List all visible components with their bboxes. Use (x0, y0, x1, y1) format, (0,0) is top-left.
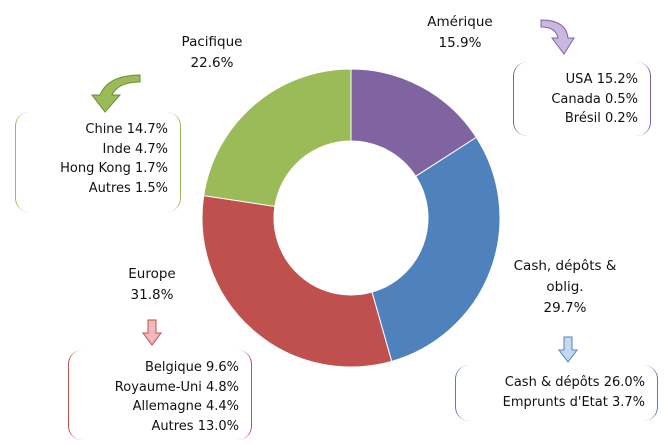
breakdown-row: Brésil 0.2% (514, 109, 638, 129)
breakdown-name: Emprunts d'Etat (502, 394, 608, 410)
breakdown-row: USA 15.2% (514, 70, 638, 90)
breakdown-value: 0.5% (604, 91, 638, 107)
breakdown-name: Autres (151, 418, 194, 434)
breakdown-value: 4.4% (205, 399, 239, 414)
breakdown-name: Hong Kong (60, 161, 131, 176)
breakdown-name: Brésil (564, 111, 601, 126)
donut-segment (203, 68, 352, 208)
segment-value: 15.9% (438, 35, 482, 51)
breakdown-box: Chine 14.7% Inde 4.7% Hong Kong 1.7% Autres… (15, 112, 181, 212)
breakdown-name: Belgique (144, 360, 202, 375)
breakdown-value: 1.5% (134, 180, 168, 196)
arrow (90, 74, 141, 113)
breakdown-value: 14.7% (126, 122, 168, 137)
segment-name: Amérique (427, 14, 493, 30)
segment-label: Europe 31.8% (97, 264, 207, 306)
breakdown-row: Hong Kong 1.7% (16, 159, 168, 179)
breakdown-row: Chine 14.7% (16, 120, 168, 140)
donut-segment (201, 195, 393, 368)
segment-name: Cash, dépôts & oblig. (513, 258, 617, 295)
breakdown-name: Inde (102, 141, 131, 157)
arrow (558, 336, 578, 363)
breakdown-name: Allemagne (132, 399, 202, 414)
breakdown-row: Emprunts d'Etat 3.7% (456, 393, 645, 413)
segment-label: Pacifique 22.6% (157, 32, 267, 74)
breakdown-row: Allemagne 4.4% (69, 397, 239, 417)
breakdown-name: Canada (551, 91, 601, 107)
breakdown-value: 1.7% (134, 161, 168, 176)
breakdown-value: 4.8% (205, 379, 239, 395)
breakdown-value: 13.0% (197, 418, 239, 434)
breakdown-value: 26.0% (603, 375, 645, 390)
breakdown-row: Royaume-Uni 4.8% (69, 378, 239, 398)
breakdown-name: Chine (85, 122, 123, 137)
breakdown-value: 9.6% (205, 360, 239, 375)
arrow (142, 319, 162, 346)
segment-label: Amérique 15.9% (405, 12, 515, 54)
arrow (540, 19, 575, 55)
breakdown-name: USA (565, 72, 593, 87)
breakdown-row: Autres 1.5% (16, 179, 168, 199)
breakdown-value: 0.2% (604, 111, 638, 126)
breakdown-row: Canada 0.5% (514, 90, 638, 110)
breakdown-name: Autres (88, 180, 131, 196)
donut-segment (371, 136, 501, 362)
segment-value: 22.6% (190, 55, 234, 71)
breakdown-box: Belgique 9.6% Royaume-Uni 4.8% Allemagne 4… (68, 350, 252, 440)
breakdown-name: Cash & dépôts (504, 375, 600, 390)
breakdown-box: Cash & dépôts 26.0% Emprunts d'Etat 3.7% (455, 365, 658, 421)
breakdown-row: Autres 13.0% (69, 417, 239, 437)
segment-value: 29.7% (543, 300, 587, 316)
segment-name: Pacifique (181, 34, 243, 50)
breakdown-row: Inde 4.7% (16, 140, 169, 160)
breakdown-value: 3.7% (611, 394, 645, 410)
breakdown-box: USA 15.2% Canada 0.5% Brésil 0.2% (513, 62, 651, 136)
breakdown-row: Belgique 9.6% (69, 358, 239, 378)
breakdown-row: Cash & dépôts 26.0% (456, 373, 645, 393)
breakdown-value: 15.2% (596, 72, 638, 87)
segment-value: 31.8% (130, 287, 174, 303)
segment-label: Cash, dépôts & oblig. 29.7% (510, 256, 620, 319)
breakdown-value: 4.7% (134, 141, 168, 157)
segment-name: Europe (128, 266, 176, 282)
breakdown-name: Royaume-Uni (114, 379, 202, 395)
